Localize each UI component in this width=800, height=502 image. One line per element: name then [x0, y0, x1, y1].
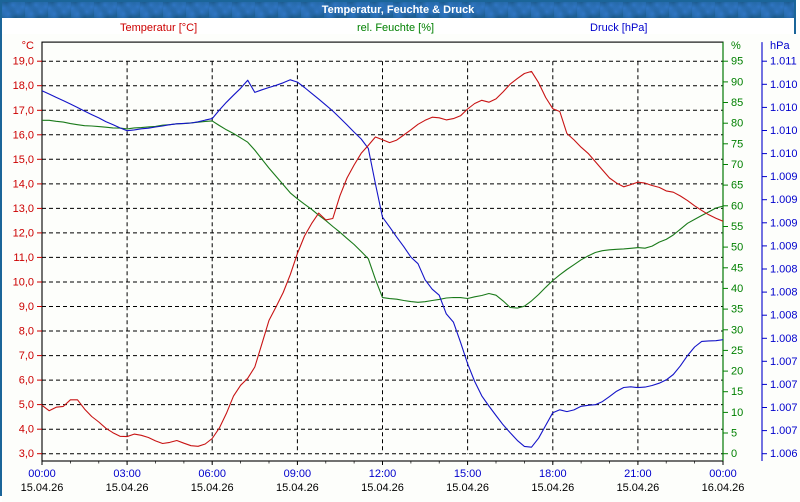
- svg-text:1.008: 1.008: [770, 287, 798, 299]
- svg-text:5: 5: [731, 428, 737, 440]
- svg-text:1.009: 1.009: [770, 171, 798, 183]
- svg-text:60: 60: [731, 200, 743, 212]
- svg-text:85: 85: [731, 97, 743, 109]
- svg-text:80: 80: [731, 118, 743, 130]
- svg-text:95: 95: [731, 56, 743, 68]
- svg-text:14,0: 14,0: [13, 178, 34, 190]
- svg-text:20: 20: [731, 366, 743, 378]
- svg-text:%: %: [731, 40, 741, 52]
- svg-text:1.008: 1.008: [770, 264, 798, 276]
- svg-text:19,0: 19,0: [13, 56, 34, 68]
- svg-text:1.007: 1.007: [770, 425, 798, 437]
- svg-text:18:00: 18:00: [539, 468, 567, 480]
- svg-text:70: 70: [731, 159, 743, 171]
- svg-text:1.009: 1.009: [770, 217, 798, 229]
- svg-text:55: 55: [731, 221, 743, 233]
- svg-text:12,0: 12,0: [13, 227, 34, 239]
- svg-text:7,0: 7,0: [19, 350, 34, 362]
- svg-text:1.007: 1.007: [770, 356, 798, 368]
- svg-text:65: 65: [731, 180, 743, 192]
- svg-text:17,0: 17,0: [13, 105, 34, 117]
- svg-text:1.007: 1.007: [770, 402, 798, 414]
- svg-text:15.04.26: 15.04.26: [446, 482, 489, 494]
- svg-text:1.010: 1.010: [770, 125, 798, 137]
- svg-text:1.010: 1.010: [770, 102, 798, 114]
- svg-text:15.04.26: 15.04.26: [191, 482, 234, 494]
- svg-text:10: 10: [731, 407, 743, 419]
- svg-text:09:00: 09:00: [284, 468, 312, 480]
- svg-text:15: 15: [731, 386, 743, 398]
- svg-text:03:00: 03:00: [113, 468, 141, 480]
- svg-text:10,0: 10,0: [13, 277, 34, 289]
- svg-text:12:00: 12:00: [369, 468, 397, 480]
- svg-text:1.007: 1.007: [770, 379, 798, 391]
- svg-text:75: 75: [731, 138, 743, 150]
- svg-text:°C: °C: [22, 40, 34, 52]
- svg-text:16.04.26: 16.04.26: [702, 482, 745, 494]
- svg-text:1.010: 1.010: [770, 79, 798, 91]
- svg-text:15.04.26: 15.04.26: [361, 482, 404, 494]
- svg-text:90: 90: [731, 76, 743, 88]
- svg-text:15.04.26: 15.04.26: [616, 482, 659, 494]
- svg-text:15.04.26: 15.04.26: [106, 482, 149, 494]
- svg-text:11,0: 11,0: [13, 252, 34, 264]
- svg-text:9,0: 9,0: [19, 301, 34, 313]
- svg-text:35: 35: [731, 304, 743, 316]
- svg-text:00:00: 00:00: [709, 468, 737, 480]
- svg-text:5,0: 5,0: [19, 399, 34, 411]
- svg-text:1.009: 1.009: [770, 240, 798, 252]
- svg-text:18,0: 18,0: [13, 80, 34, 92]
- svg-text:hPa: hPa: [770, 40, 790, 52]
- svg-text:1.006: 1.006: [770, 448, 798, 460]
- svg-text:15:00: 15:00: [454, 468, 482, 480]
- svg-text:15,0: 15,0: [13, 154, 34, 166]
- svg-text:40: 40: [731, 283, 743, 295]
- svg-text:8,0: 8,0: [19, 326, 34, 338]
- svg-text:1.010: 1.010: [770, 148, 798, 160]
- svg-text:1.009: 1.009: [770, 194, 798, 206]
- svg-text:00:00: 00:00: [28, 468, 56, 480]
- svg-text:25: 25: [731, 345, 743, 357]
- svg-text:1.008: 1.008: [770, 333, 798, 345]
- svg-text:15.04.26: 15.04.26: [276, 482, 319, 494]
- svg-text:0: 0: [731, 448, 737, 460]
- svg-text:30: 30: [731, 324, 743, 336]
- svg-text:1.011: 1.011: [770, 56, 797, 68]
- svg-text:16,0: 16,0: [13, 129, 34, 141]
- svg-text:21:00: 21:00: [624, 468, 652, 480]
- svg-text:50: 50: [731, 242, 743, 254]
- svg-text:15.04.26: 15.04.26: [531, 482, 574, 494]
- svg-text:15.04.26: 15.04.26: [21, 482, 64, 494]
- svg-text:13,0: 13,0: [13, 203, 34, 215]
- svg-text:6,0: 6,0: [19, 375, 34, 387]
- svg-text:1.008: 1.008: [770, 310, 798, 322]
- svg-text:3,0: 3,0: [19, 448, 34, 460]
- svg-text:06:00: 06:00: [198, 468, 226, 480]
- svg-text:45: 45: [731, 262, 743, 274]
- svg-text:4,0: 4,0: [19, 424, 34, 436]
